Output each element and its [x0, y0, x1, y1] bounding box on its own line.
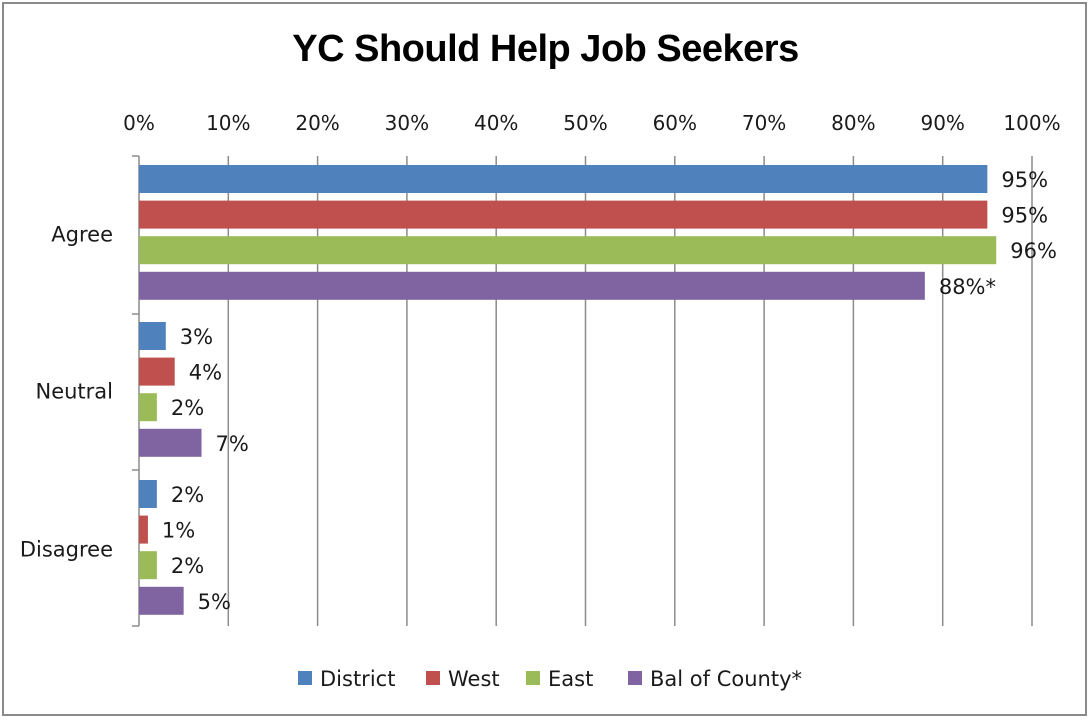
legend-swatch [426, 671, 440, 685]
bar [139, 165, 988, 193]
legend-label: East [548, 667, 593, 691]
bar [139, 586, 184, 615]
data-label: 95% [1001, 168, 1048, 192]
x-tick-label: 20% [295, 111, 339, 135]
gridlines [132, 155, 1033, 627]
bar [139, 428, 202, 457]
bar [139, 393, 157, 422]
x-tick-label: 80% [831, 111, 875, 135]
x-tick-label: 60% [653, 111, 697, 135]
data-label: 95% [1001, 204, 1048, 228]
data-labels: 95% 95% 96% 88%* 3% 4% 2% 7% 2% 1% 2% 5% [162, 168, 1057, 614]
legend-swatch [526, 671, 540, 685]
category-label: Disagree [20, 537, 113, 561]
data-label: 2% [171, 554, 204, 578]
bar [139, 322, 166, 350]
legend-label: District [320, 667, 395, 691]
data-label: 4% [189, 361, 222, 385]
bar [139, 271, 925, 300]
legend-swatch [628, 671, 642, 685]
x-axis-ticks: 0% 10% 20% 30% 40% 50% 60% 70% 80% 90% 100% [123, 111, 1060, 135]
x-tick-label: 100% [1003, 111, 1060, 135]
bar [139, 357, 175, 386]
x-tick-label: 10% [206, 111, 250, 135]
bar [139, 200, 988, 229]
chart-title: YC Should Help Job Seekers [292, 28, 799, 70]
data-label: 1% [162, 519, 195, 543]
legend-label: Bal of County* [650, 667, 802, 691]
data-label: 2% [171, 483, 204, 507]
legend-label: West [448, 667, 500, 691]
data-label: 7% [216, 432, 249, 456]
data-label: 5% [198, 590, 231, 614]
x-tick-label: 90% [920, 111, 964, 135]
category-label: Neutral [35, 379, 113, 403]
bars [139, 165, 997, 615]
x-tick-label: 50% [563, 111, 607, 135]
legend: District West East Bal of County* [298, 667, 802, 691]
x-tick-label: 30% [385, 111, 429, 135]
data-label: 2% [171, 396, 204, 420]
x-tick-label: 70% [742, 111, 786, 135]
category-labels: Agree Neutral Disagree [20, 222, 113, 561]
legend-swatch [298, 671, 312, 685]
data-label: 3% [180, 325, 213, 349]
category-label: Agree [51, 222, 113, 246]
x-tick-label: 40% [474, 111, 518, 135]
data-label: 88%* [939, 275, 996, 299]
data-label: 96% [1010, 239, 1057, 263]
bar [139, 480, 157, 508]
bar [139, 551, 157, 580]
bar [139, 236, 997, 265]
x-tick-label: 0% [123, 111, 155, 135]
bar [139, 515, 148, 544]
